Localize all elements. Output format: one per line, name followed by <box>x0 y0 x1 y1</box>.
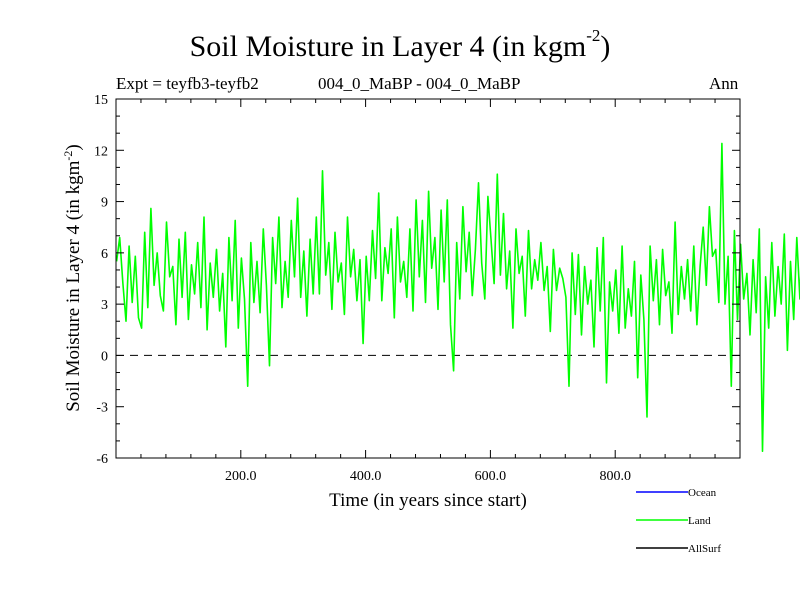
y-tick-label: 6 <box>101 247 108 262</box>
series-line-land <box>115 142 800 453</box>
subtitle-experiment: Expt = teyfb3-teyfb2 <box>116 74 259 93</box>
legend-label-ocean: Ocean <box>688 487 717 499</box>
x-tick-label: 600.0 <box>475 469 507 484</box>
x-tick-label: 200.0 <box>225 469 257 484</box>
chart-title: Soil Moisture in Layer 4 (in kgm-2) <box>189 26 611 63</box>
y-tick-label: 9 <box>101 196 108 211</box>
y-tick-label: 0 <box>101 349 108 364</box>
y-tick-label: -6 <box>96 452 108 467</box>
subtitle-period: 004_0_MaBP - 004_0_MaBP <box>318 74 521 93</box>
y-tick-label: 12 <box>94 144 108 159</box>
legend-label-allsurf: AllSurf <box>688 543 721 555</box>
legend-label-land: Land <box>688 515 711 527</box>
y-axis-label: Soil Moisture in Layer 4 (in kgm-2) <box>61 144 84 412</box>
subtitle-season: Ann <box>709 74 739 93</box>
x-tick-label: 800.0 <box>599 469 631 484</box>
x-tick-label: 400.0 <box>350 469 382 484</box>
x-axis-label: Time (in years since start) <box>329 490 527 511</box>
y-tick-label: -3 <box>96 401 108 416</box>
y-tick-label: 3 <box>101 298 108 313</box>
plot-frame <box>115 98 741 459</box>
y-tick-label: 15 <box>94 93 108 108</box>
